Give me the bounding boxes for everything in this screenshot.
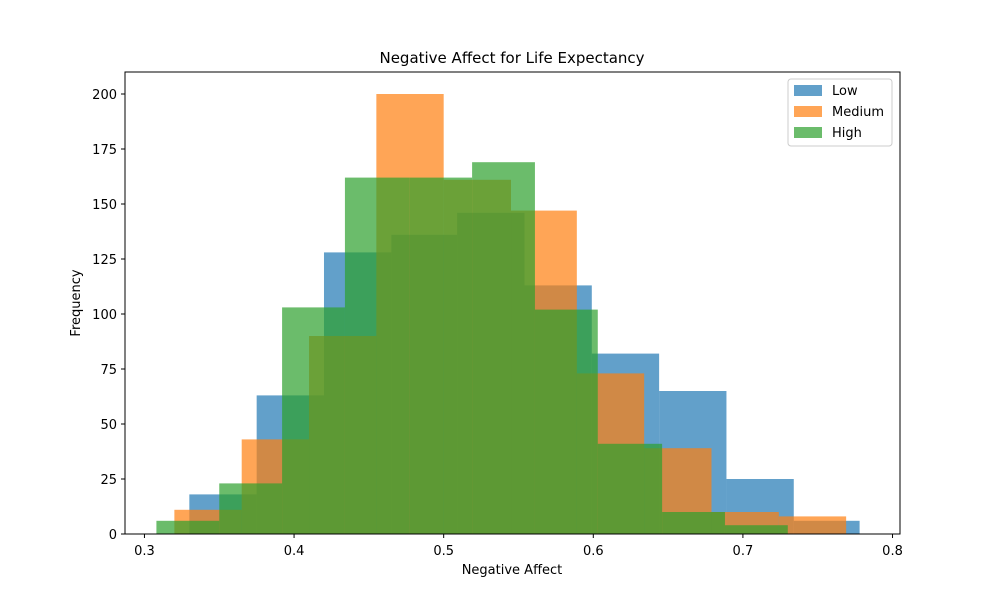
legend-label-low: Low xyxy=(832,84,858,99)
y-tick-label-1: 25 xyxy=(100,473,117,488)
bar-high-6 xyxy=(534,309,598,534)
legend-swatch-high xyxy=(794,127,822,138)
legend: Low Medium High xyxy=(787,78,893,147)
bar-high-2 xyxy=(282,307,345,534)
legend-swatch-medium xyxy=(794,106,822,117)
y-tick-label-3: 75 xyxy=(100,363,117,378)
legend-label-medium: Medium xyxy=(832,105,884,120)
x-axis-ticks: 0.3 0.4 0.5 0.6 0.7 0.8 xyxy=(134,534,903,559)
bar-high-9 xyxy=(724,525,788,534)
legend-swatch-low xyxy=(794,85,822,96)
y-tick-label-6: 150 xyxy=(92,198,117,213)
bar-high-7 xyxy=(597,443,663,534)
y-tick-label-2: 50 xyxy=(100,418,117,433)
bar-high-4 xyxy=(409,177,473,534)
bar-high-1 xyxy=(219,483,283,534)
y-tick-label-5: 125 xyxy=(92,253,117,268)
x-tick-label-0: 0.3 xyxy=(134,544,155,559)
y-tick-label-0: 0 xyxy=(109,528,117,543)
y-tick-label-7: 175 xyxy=(92,143,117,158)
bar-medium-9 xyxy=(778,516,847,534)
x-tick-label-4: 0.7 xyxy=(733,544,754,559)
x-axis-title: Negative Affect xyxy=(462,563,563,578)
plot-frame xyxy=(124,71,901,535)
y-tick-label-4: 100 xyxy=(92,308,117,323)
x-tick-label-5: 0.8 xyxy=(882,544,903,559)
bar-high-5 xyxy=(472,162,535,534)
x-tick-label-3: 0.6 xyxy=(583,544,604,559)
bar-high-8 xyxy=(662,512,725,534)
x-tick-label-1: 0.4 xyxy=(284,544,305,559)
bar-high-3 xyxy=(344,177,410,534)
y-tick-label-8: 200 xyxy=(92,88,117,103)
y-axis-title: Frequency xyxy=(69,269,84,336)
y-axis-ticks: 0 25 50 75 100 125 150 175 200 xyxy=(92,88,125,543)
chart-title: Negative Affect for Life Expectancy xyxy=(379,49,644,67)
x-tick-label-2: 0.5 xyxy=(433,544,454,559)
legend-label-high: High xyxy=(832,126,862,141)
histogram-bars xyxy=(156,94,860,535)
bar-high-0 xyxy=(156,520,220,534)
